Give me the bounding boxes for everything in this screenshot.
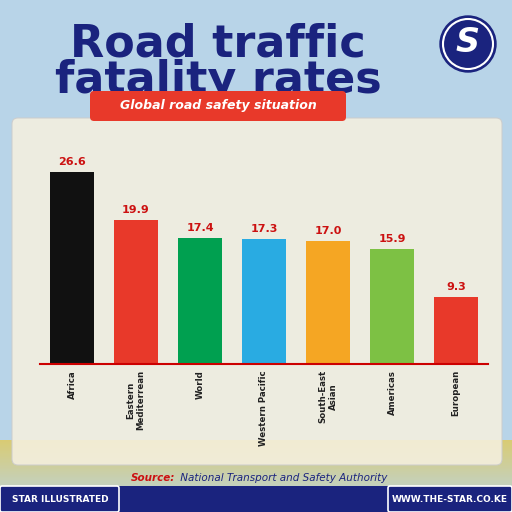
FancyBboxPatch shape	[0, 462, 512, 463]
FancyBboxPatch shape	[0, 478, 512, 479]
FancyBboxPatch shape	[0, 490, 512, 491]
FancyBboxPatch shape	[0, 454, 512, 455]
FancyBboxPatch shape	[178, 238, 222, 364]
Text: Eastern
Mediterrean: Eastern Mediterrean	[126, 370, 146, 430]
FancyBboxPatch shape	[0, 481, 512, 482]
FancyBboxPatch shape	[0, 466, 512, 467]
FancyBboxPatch shape	[0, 486, 512, 512]
FancyBboxPatch shape	[0, 467, 512, 468]
FancyBboxPatch shape	[0, 461, 512, 462]
FancyBboxPatch shape	[0, 486, 512, 487]
FancyBboxPatch shape	[0, 475, 512, 476]
FancyBboxPatch shape	[0, 468, 512, 470]
FancyBboxPatch shape	[0, 440, 512, 441]
FancyBboxPatch shape	[0, 451, 512, 452]
FancyBboxPatch shape	[0, 450, 512, 451]
FancyBboxPatch shape	[0, 456, 512, 457]
FancyBboxPatch shape	[0, 503, 512, 504]
FancyBboxPatch shape	[0, 495, 512, 496]
Text: S: S	[456, 27, 480, 59]
Text: South-East
Asian: South-East Asian	[318, 370, 338, 423]
FancyBboxPatch shape	[0, 496, 512, 497]
FancyBboxPatch shape	[0, 453, 512, 454]
Text: Africa: Africa	[68, 370, 76, 399]
FancyBboxPatch shape	[0, 447, 512, 448]
FancyBboxPatch shape	[0, 479, 512, 480]
FancyBboxPatch shape	[0, 447, 512, 449]
FancyBboxPatch shape	[0, 458, 512, 459]
FancyBboxPatch shape	[0, 459, 512, 460]
FancyBboxPatch shape	[0, 489, 512, 490]
Text: 17.0: 17.0	[314, 226, 342, 236]
Text: 26.6: 26.6	[58, 157, 86, 166]
FancyBboxPatch shape	[434, 297, 478, 364]
FancyBboxPatch shape	[0, 455, 512, 456]
FancyBboxPatch shape	[0, 498, 512, 499]
FancyBboxPatch shape	[0, 493, 512, 494]
FancyBboxPatch shape	[0, 464, 512, 465]
FancyBboxPatch shape	[0, 449, 512, 450]
FancyBboxPatch shape	[0, 494, 512, 495]
FancyBboxPatch shape	[0, 446, 512, 447]
FancyBboxPatch shape	[0, 499, 512, 500]
FancyBboxPatch shape	[0, 440, 512, 441]
FancyBboxPatch shape	[12, 118, 502, 465]
Text: World: World	[196, 370, 204, 399]
FancyBboxPatch shape	[242, 239, 286, 364]
FancyBboxPatch shape	[0, 483, 512, 484]
FancyBboxPatch shape	[0, 445, 512, 446]
Text: WWW.THE-STAR.CO.KE: WWW.THE-STAR.CO.KE	[392, 495, 508, 503]
Text: Western Pacific: Western Pacific	[260, 370, 268, 445]
FancyBboxPatch shape	[370, 249, 414, 364]
Text: 17.4: 17.4	[186, 223, 214, 233]
Text: 19.9: 19.9	[122, 205, 150, 215]
Text: Road traffic: Road traffic	[70, 23, 366, 66]
FancyBboxPatch shape	[0, 472, 512, 473]
FancyBboxPatch shape	[0, 496, 512, 497]
FancyBboxPatch shape	[90, 91, 346, 121]
Circle shape	[440, 16, 496, 72]
FancyBboxPatch shape	[0, 491, 512, 492]
FancyBboxPatch shape	[0, 484, 512, 485]
FancyBboxPatch shape	[0, 492, 512, 493]
Text: National Transport and Safety Authority: National Transport and Safety Authority	[177, 473, 388, 483]
FancyBboxPatch shape	[0, 500, 512, 501]
FancyBboxPatch shape	[0, 485, 512, 486]
FancyBboxPatch shape	[306, 241, 350, 364]
FancyBboxPatch shape	[0, 452, 512, 453]
FancyBboxPatch shape	[0, 487, 512, 488]
FancyBboxPatch shape	[0, 472, 512, 473]
FancyBboxPatch shape	[0, 473, 512, 474]
FancyBboxPatch shape	[0, 480, 512, 481]
Text: Global road safety situation: Global road safety situation	[120, 99, 316, 113]
FancyBboxPatch shape	[0, 442, 512, 443]
Text: European: European	[452, 370, 460, 416]
FancyBboxPatch shape	[0, 461, 512, 462]
FancyBboxPatch shape	[0, 465, 512, 466]
Text: 15.9: 15.9	[378, 234, 406, 244]
Text: STAR ILLUSTRATED: STAR ILLUSTRATED	[12, 495, 109, 503]
FancyBboxPatch shape	[0, 443, 512, 444]
FancyBboxPatch shape	[0, 457, 512, 458]
FancyBboxPatch shape	[50, 172, 94, 364]
FancyBboxPatch shape	[0, 470, 512, 471]
FancyBboxPatch shape	[0, 460, 512, 461]
Text: fatality rates: fatality rates	[55, 58, 381, 101]
FancyBboxPatch shape	[0, 493, 512, 494]
Text: Source:: Source:	[131, 473, 175, 483]
FancyBboxPatch shape	[0, 441, 512, 442]
FancyBboxPatch shape	[0, 477, 512, 478]
FancyBboxPatch shape	[0, 497, 512, 498]
FancyBboxPatch shape	[0, 504, 512, 505]
FancyBboxPatch shape	[0, 454, 512, 455]
FancyBboxPatch shape	[0, 488, 512, 489]
FancyBboxPatch shape	[0, 475, 512, 476]
FancyBboxPatch shape	[388, 486, 512, 512]
FancyBboxPatch shape	[0, 503, 512, 504]
FancyBboxPatch shape	[0, 486, 119, 512]
FancyBboxPatch shape	[114, 220, 158, 364]
FancyBboxPatch shape	[0, 471, 512, 472]
FancyBboxPatch shape	[0, 474, 512, 475]
FancyBboxPatch shape	[0, 444, 512, 445]
